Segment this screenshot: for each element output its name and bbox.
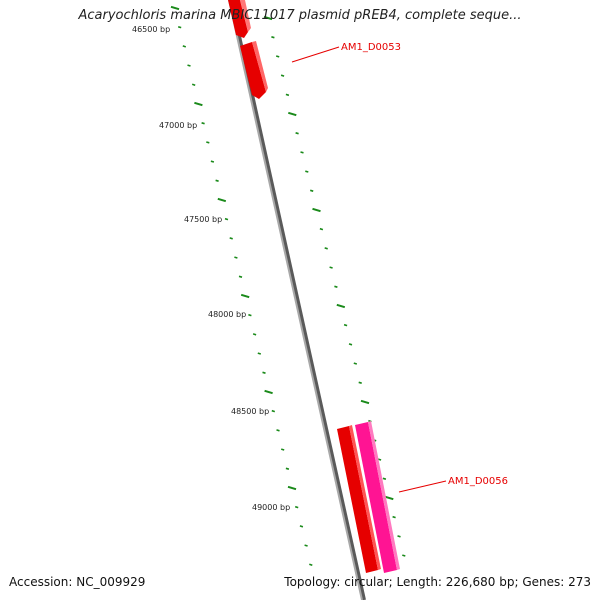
inner-minor-tick (229, 237, 233, 240)
inner-minor-tick (234, 256, 238, 259)
inner-minor-tick (276, 429, 280, 432)
inner-minor-tick (280, 448, 285, 451)
outer-minor-tick (382, 477, 387, 480)
inner-major-tick (217, 197, 227, 203)
inner-minor-tick (201, 122, 205, 125)
outer-minor-tick (309, 189, 314, 192)
outer-minor-tick (348, 343, 353, 346)
gene-pink[interactable] (355, 422, 397, 573)
inner-major-tick (240, 293, 250, 299)
gene-label-am1-d0056[interactable]: AM1_D0056 (448, 476, 508, 487)
outer-minor-tick (295, 132, 299, 135)
inner-major-tick (287, 485, 297, 491)
summary-text: Topology: circular; Length: 226,680 bp; … (284, 575, 591, 589)
outer-major-tick (360, 399, 370, 405)
scale-label-48000: 48000 bp (208, 310, 246, 319)
outer-minor-tick (280, 74, 285, 77)
inner-minor-tick (206, 141, 210, 144)
outer-minor-tick (324, 247, 328, 250)
outer-minor-tick (271, 36, 275, 39)
inner-major-tick (264, 389, 273, 395)
gene-am1-d0053-highlight (252, 41, 268, 92)
inner-minor-tick (309, 563, 313, 567)
outer-minor-tick (402, 554, 406, 557)
inner-minor-tick (238, 275, 243, 278)
outer-minor-tick (353, 362, 358, 365)
page-title: Acaryochloris marina MBIC11017 plasmid p… (78, 8, 522, 23)
inner-minor-tick (252, 333, 257, 336)
outer-minor-tick (300, 151, 304, 154)
outer-major-tick (385, 495, 394, 501)
scale-label-48500: 48500 bp (231, 407, 269, 416)
scale-label-49000: 49000 bp (252, 503, 290, 512)
outer-minor-tick (358, 381, 362, 384)
gene-top-partial-highlight (240, 0, 251, 32)
inner-major-tick (170, 5, 180, 11)
outer-major-tick (288, 111, 297, 117)
leader-am1-d0056 (398, 480, 447, 493)
outer-major-tick (336, 303, 346, 309)
inner-minor-tick (294, 505, 299, 509)
outer-minor-tick (285, 93, 290, 97)
outer-minor-tick (319, 227, 324, 231)
outer-minor-tick (392, 515, 396, 519)
outer-major-tick (312, 207, 321, 213)
inner-minor-tick (285, 467, 290, 470)
outer-minor-tick (305, 170, 309, 173)
outer-minor-tick (275, 55, 280, 58)
outer-minor-tick (397, 535, 401, 538)
inner-minor-tick (304, 544, 308, 547)
inner-minor-tick (177, 26, 182, 29)
outer-minor-tick (343, 323, 348, 327)
outer-minor-tick (334, 285, 338, 288)
inner-minor-tick (215, 179, 219, 182)
inner-minor-tick (262, 371, 266, 374)
gene-am1-d0056-highlight (349, 425, 381, 570)
outer-minor-tick (329, 266, 333, 269)
backbone (228, 0, 363, 600)
inner-minor-tick (210, 160, 215, 163)
inner-minor-tick (191, 83, 196, 87)
gene-top-partial[interactable] (228, 0, 248, 38)
scale-label-47500: 47500 bp (184, 215, 222, 224)
inner-minor-tick (248, 313, 252, 317)
inner-tick-marks (170, 5, 313, 567)
inner-minor-tick (182, 45, 187, 48)
scale-label-47000: 47000 bp (159, 121, 197, 130)
inner-minor-tick (257, 352, 262, 355)
inner-minor-tick (299, 525, 304, 528)
inner-major-tick (194, 101, 203, 107)
gene-am1-d0053[interactable] (240, 42, 266, 99)
scale-label-46500: 46500 bp (132, 25, 170, 34)
gene-am1-d0056[interactable] (337, 426, 378, 573)
backbone-shadow (229, 0, 366, 600)
gene-label-am1-d0053[interactable]: AM1_D0053 (341, 42, 401, 53)
inner-minor-tick (224, 217, 229, 221)
inner-minor-tick (187, 64, 191, 67)
inner-minor-tick (271, 409, 276, 413)
accession-text: Accession: NC_009929 (9, 575, 146, 589)
outer-major-tick (263, 15, 273, 21)
leader-am1-d0053 (291, 46, 340, 63)
outer-minor-tick (377, 458, 382, 461)
gene-pink-highlight (368, 421, 400, 570)
